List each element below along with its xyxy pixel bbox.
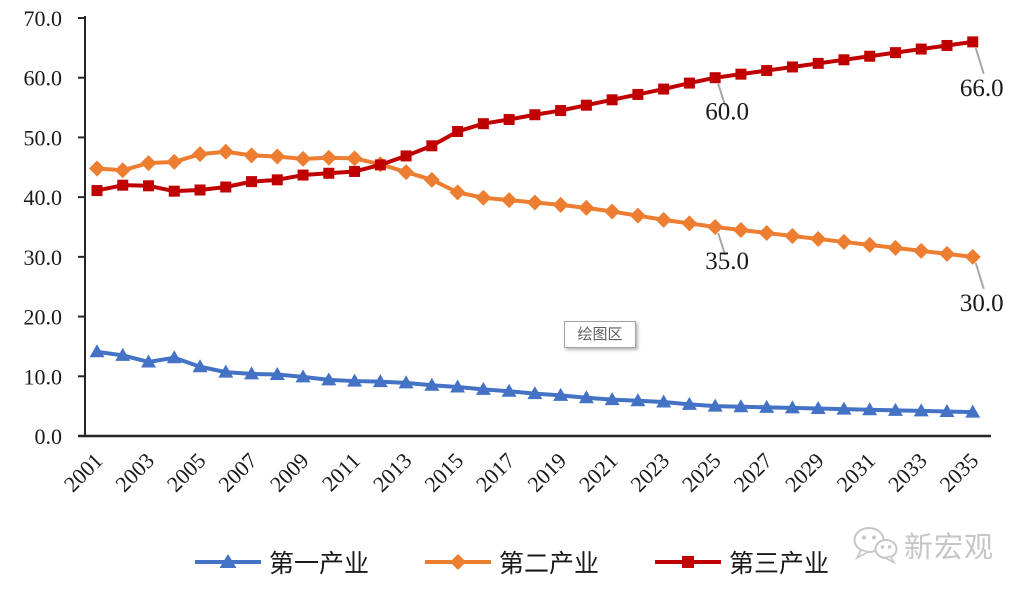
x-tick-label: 2007 <box>213 448 262 497</box>
x-tick-label: 2003 <box>110 448 159 497</box>
series-第三产业 <box>91 36 979 197</box>
square-marker-icon <box>655 556 721 568</box>
y-tick-label: 20.0 <box>24 305 63 330</box>
x-tick-label: 2009 <box>265 448 314 497</box>
x-tick-label: 2027 <box>728 448 777 497</box>
chart-legend: 第一产业 第二产业 第三产业 <box>0 544 1024 580</box>
data-label-30.0: 30.0 <box>960 262 1004 317</box>
y-tick-label: 60.0 <box>24 66 63 91</box>
legend-item-secondary-industry[interactable]: 第二产业 <box>424 544 599 580</box>
legend-item-primary-industry[interactable]: 第一产业 <box>194 544 369 580</box>
series-第二产业 <box>89 143 981 265</box>
watermark: 新宏观 <box>852 524 994 566</box>
legend-item-tertiary-industry[interactable]: 第三产业 <box>655 544 829 580</box>
svg-text:66.0: 66.0 <box>960 75 1004 102</box>
legend-label-primary: 第一产业 <box>268 551 369 578</box>
x-tick-label: 2005 <box>162 448 211 497</box>
x-tick-label: 2035 <box>934 448 983 497</box>
legend-label-secondary: 第二产业 <box>498 551 599 578</box>
plot-area-tooltip: 绘图区 <box>564 321 636 348</box>
x-tick-label: 2031 <box>831 448 880 497</box>
x-tick-label: 2017 <box>471 448 520 497</box>
data-label-60.0: 60.0 <box>705 83 749 126</box>
y-tick-label: 0.0 <box>35 424 63 449</box>
watermark-text: 新宏观 <box>904 532 995 564</box>
y-tick-label: 70.0 <box>24 6 63 31</box>
x-tick-label: 2029 <box>780 448 829 497</box>
y-tick-label: 30.0 <box>24 245 63 270</box>
x-tick-label: 2001 <box>59 448 108 497</box>
series-第一产业 <box>89 344 981 418</box>
svg-text:30.0: 30.0 <box>960 290 1004 317</box>
data-label-66.0: 66.0 <box>960 47 1004 102</box>
wechat-icon <box>853 527 898 564</box>
x-tick-label: 2023 <box>625 448 674 497</box>
y-tick-label: 40.0 <box>24 185 63 210</box>
x-tick-label: 2011 <box>317 448 365 496</box>
diamond-marker-icon <box>424 554 491 570</box>
x-tick-label: 2025 <box>677 448 726 497</box>
legend-label-tertiary: 第三产业 <box>729 551 830 578</box>
data-label-35.0: 35.0 <box>705 232 749 275</box>
svg-text:60.0: 60.0 <box>705 99 749 126</box>
x-tick-label: 2013 <box>368 448 417 497</box>
x-tick-label: 2015 <box>419 448 468 497</box>
triangle-marker-icon <box>194 554 261 568</box>
x-tick-label: 2033 <box>883 448 932 497</box>
y-tick-label: 10.0 <box>24 364 63 389</box>
svg-text:35.0: 35.0 <box>705 248 749 275</box>
x-tick-label: 2021 <box>574 448 623 497</box>
y-tick-label: 50.0 <box>24 125 63 150</box>
x-tick-label: 2019 <box>522 448 571 497</box>
